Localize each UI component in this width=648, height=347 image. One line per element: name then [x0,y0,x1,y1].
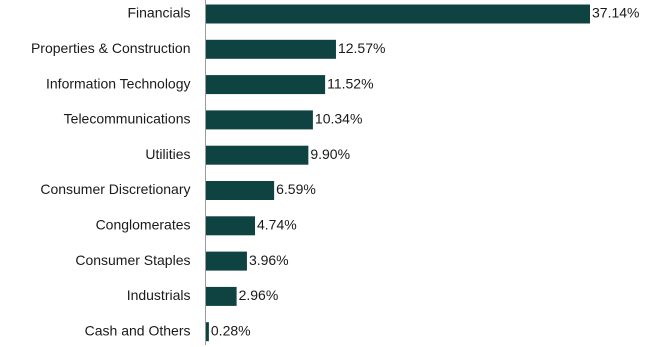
category-label-information-technology: Information Technology [46,75,191,91]
bar-consumer-discretionary [206,181,275,200]
category-label-telecommunications: Telecommunications [64,111,191,127]
bar-telecommunications [206,110,313,130]
value-label-conglomerates: 4.74% [257,217,297,233]
category-label-cash-and-others: Cash and Others [85,322,191,338]
bar-conglomerates [206,216,256,236]
category-label-properties-and-construction: Properties & Construction [31,40,191,56]
value-label-cash-and-others: 0.28% [211,322,251,338]
bar-cash-and-others [206,322,209,342]
value-label-properties-and-construction: 12.57% [338,40,385,56]
bar-consumer-staples [206,251,247,271]
category-labels: Financials Properties & Construction Infor… [31,5,191,339]
category-label-financials: Financials [127,5,190,21]
value-label-information-technology: 11.52% [327,75,373,91]
bar-utilities [206,145,309,165]
category-label-industrials: Industrials [127,287,191,303]
category-label-conglomerates: Conglomerates [96,217,191,233]
category-label-utilities: Utilities [145,146,190,162]
value-label-consumer-discretionary: 6.59% [276,181,316,197]
bar-financials [206,4,590,24]
category-label-consumer-staples: Consumer Staples [75,252,190,268]
bar-industrials [206,286,237,306]
value-label-industrials: 2.96% [239,287,279,303]
value-label-consumer-staples: 3.96% [249,252,289,268]
value-labels: 37.14% 12.57% 11.52% 10.34% 9.90% 6.59% 4.74% 3… [211,5,640,339]
bars [206,4,590,342]
value-label-telecommunications: 10.34% [315,111,362,127]
bar-information-technology [206,75,326,95]
value-label-utilities: 9.90% [310,146,350,162]
value-label-financials: 37.14% [592,5,639,21]
category-label-consumer-discretionary: Consumer Discretionary [40,181,190,197]
bar-properties-and-construction [206,39,336,59]
